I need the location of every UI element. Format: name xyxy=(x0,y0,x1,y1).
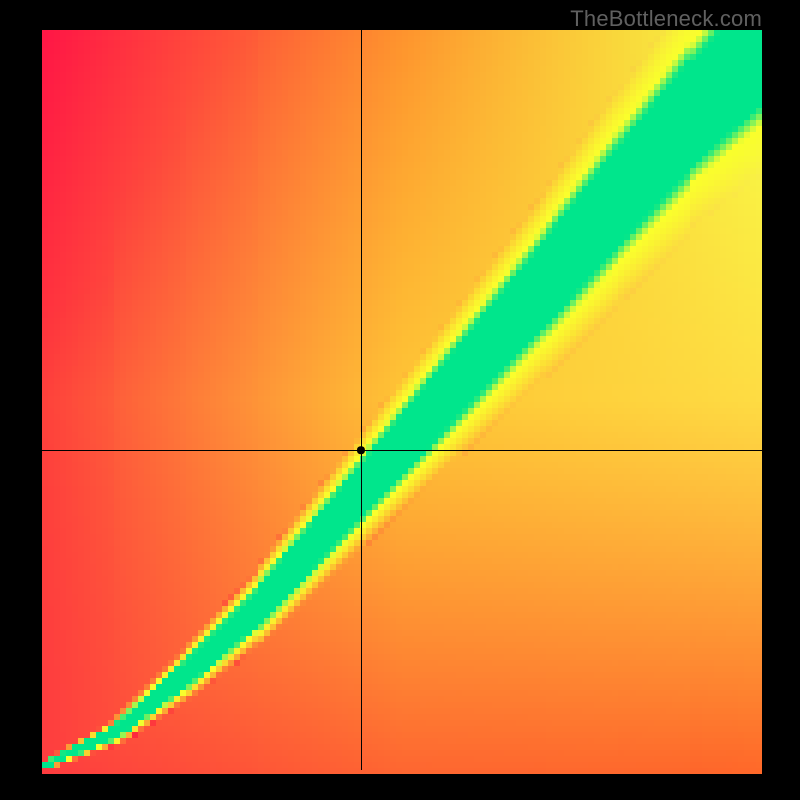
heatmap-canvas xyxy=(0,0,800,800)
chart-container: TheBottleneck.com xyxy=(0,0,800,800)
watermark-label: TheBottleneck.com xyxy=(570,6,762,32)
